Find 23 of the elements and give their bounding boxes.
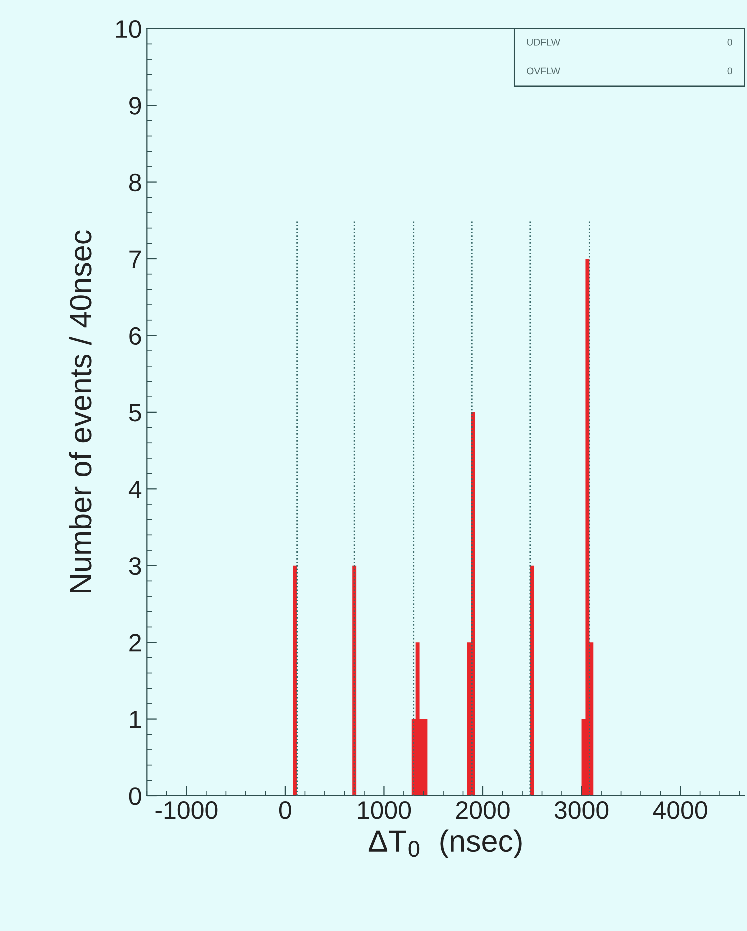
y-tick-label: 1 — [130, 711, 142, 728]
x-axis-title: ΔT$_{0}$ (nsec) — [368, 830, 522, 858]
y-tick-label: 5 — [129, 404, 142, 422]
y-tick-label: 0 — [129, 788, 142, 806]
annotation: 0 — [728, 38, 732, 46]
x-tick-label: 0 — [279, 802, 292, 820]
y-tick-label: 9 — [130, 97, 142, 115]
y-tick-label: 8 — [129, 174, 142, 192]
x-tick-label: -1000 — [156, 802, 218, 820]
x-tick-label: 1000 — [358, 802, 412, 820]
y-tick-label: 3 — [129, 557, 142, 576]
y-tick-label: 4 — [128, 481, 142, 498]
x-tick-label: 3000 — [554, 802, 609, 820]
x-tick-label: 2000 — [456, 802, 510, 820]
annotation: 0 — [728, 68, 732, 75]
y-tick-label: 10 — [116, 20, 142, 38]
annotation: UDFLW — [527, 39, 560, 46]
y-tick-label: 7 — [130, 250, 142, 268]
y-tick-label: 6 — [130, 327, 142, 346]
y-tick-label: 2 — [130, 634, 142, 652]
x-tick-label: 4000 — [653, 802, 708, 820]
annotation: OVFLW — [527, 68, 560, 75]
y-axis-title: Number of events / 40nsec — [69, 230, 92, 592]
